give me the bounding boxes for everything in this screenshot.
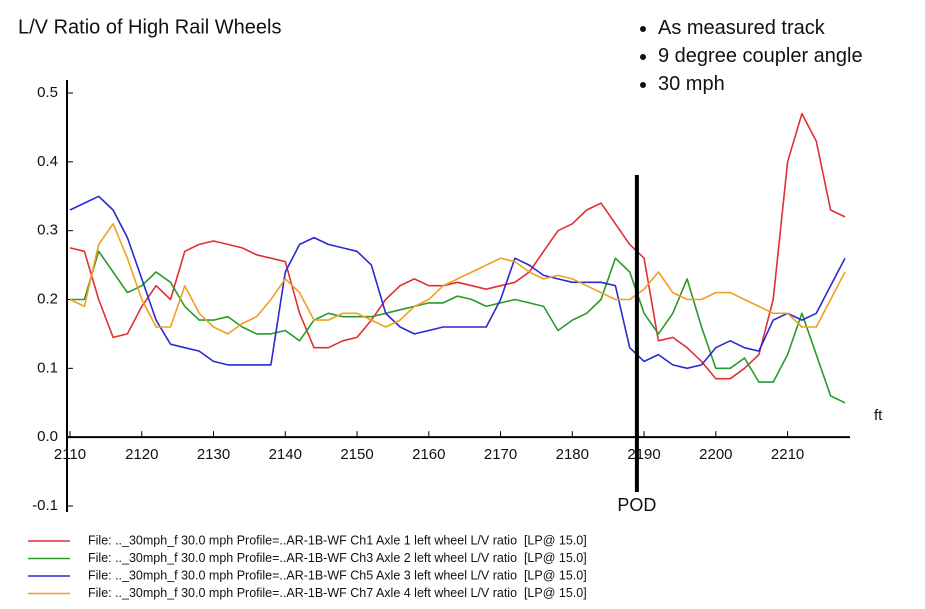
series-line xyxy=(69,223,846,335)
y-tick-label: 0.2 xyxy=(37,290,58,307)
x-tick-label: 2130 xyxy=(197,446,230,463)
y-tick-label: 0.1 xyxy=(37,359,58,376)
y-tick-label: 0.4 xyxy=(37,153,58,170)
note: As measured track xyxy=(658,14,888,42)
x-tick-label: 2120 xyxy=(125,446,158,463)
y-tick-label: 0.5 xyxy=(37,84,58,101)
y-tick-label: -0.1 xyxy=(32,497,58,514)
x-tick-label: 2160 xyxy=(412,446,445,463)
y-tick-label: 0.0 xyxy=(37,428,58,445)
note: 30 mph xyxy=(658,70,888,98)
legend-label: File: .._30mph_f 30.0 mph Profile=..AR-1… xyxy=(88,586,587,600)
series-line xyxy=(69,195,846,370)
x-tick-label: 2200 xyxy=(699,446,732,463)
x-tick-label: 2180 xyxy=(556,446,589,463)
note: 9 degree coupler angle xyxy=(658,42,888,70)
notes: As measured track9 degree coupler angle3… xyxy=(628,14,888,98)
series-line xyxy=(70,250,846,404)
legend-label: File: .._30mph_f 30.0 mph Profile=..AR-1… xyxy=(88,568,587,582)
series-line xyxy=(69,112,846,380)
chart-title: L/V Ratio of High Rail Wheels xyxy=(18,16,281,38)
legend-label: File: .._30mph_f 30.0 mph Profile=..AR-1… xyxy=(88,533,587,547)
x-tick-label: 2170 xyxy=(484,446,517,463)
x-tick-label: 2110 xyxy=(54,446,86,463)
x-tick-label: 2140 xyxy=(269,446,302,463)
x-tick-label: 2190 xyxy=(627,446,660,463)
x-tick-label: 2210 xyxy=(771,446,804,463)
y-tick-label: 0.3 xyxy=(37,222,58,239)
x-axis-label: ft xyxy=(874,407,883,424)
pod-label: POD xyxy=(617,495,656,515)
x-tick-label: 2150 xyxy=(340,446,373,463)
legend-label: File: .._30mph_f 30.0 mph Profile=..AR-1… xyxy=(88,551,587,565)
